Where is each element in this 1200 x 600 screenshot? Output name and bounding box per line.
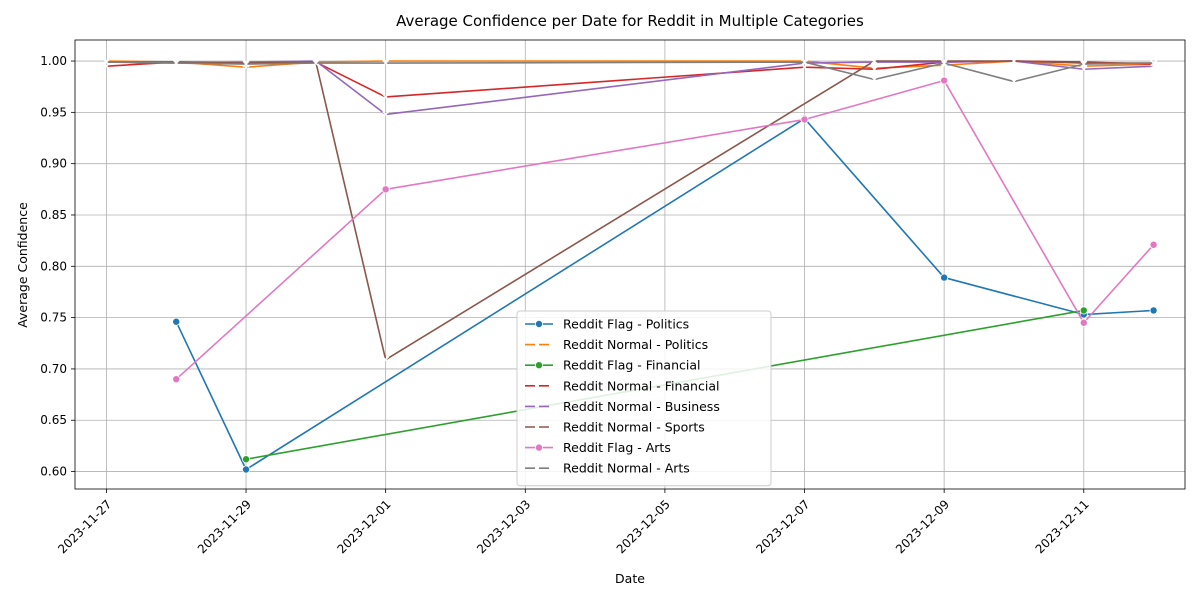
legend-label: Reddit Flag - Arts [563,440,671,455]
x-tick-label: 2023-12-01 [335,497,394,556]
data-point [312,59,320,67]
data-point [172,317,181,326]
data-point [1150,59,1158,67]
data-point [242,59,250,67]
data-point [242,60,250,68]
x-axis-label: Date [615,571,645,586]
plot-frame [74,39,1186,490]
data-point [382,93,390,101]
data-point [1010,78,1018,86]
data-point [1080,65,1088,73]
legend-label: Reddit Flag - Politics [563,317,689,332]
data-point [1149,240,1158,249]
y-tick-label: 0.70 [40,362,67,376]
series-layer [102,57,1158,474]
data-point [800,115,809,124]
x-tick-label: 2023-11-27 [55,497,114,556]
x-tick-label: 2023-12-09 [893,497,952,556]
series-reddit-normal-arts [102,58,1158,86]
x-tick-label: 2023-11-29 [195,497,254,556]
legend-label: Reddit Normal - Politics [563,337,708,352]
data-point [870,64,878,72]
x-tick-label: 2023-12-11 [1033,497,1092,556]
data-point [242,465,251,474]
data-point [1080,60,1088,68]
data-point [1149,306,1158,315]
data-point [102,58,110,66]
y-tick-label: 0.95 [40,105,67,119]
data-point [381,185,390,194]
legend-marker [535,319,544,328]
legend-label: Reddit Normal - Sports [563,420,705,435]
data-point [1079,318,1088,327]
y-tick-label: 0.85 [40,208,67,222]
legend-label: Reddit Normal - Arts [563,461,690,476]
data-point [172,375,181,384]
y-axis-label: Average Confidence [15,202,30,328]
series-line [175,79,1155,380]
legend-label: Reddit Normal - Financial [563,378,719,393]
data-point [1010,57,1018,65]
series-reddit-normal-business [102,57,1158,118]
series-line [106,60,1154,116]
legend-marker [535,443,544,452]
y-tick-label: 0.90 [40,157,67,171]
legend-label: Reddit Normal - Business [563,399,720,414]
data-point [940,273,949,282]
legend: Reddit Flag - Politics Reddit Normal - Po… [516,310,772,487]
series-reddit-flag-arts [172,76,1158,384]
data-point [172,58,180,66]
y-tick-label: 0.75 [40,311,67,325]
data-point [801,58,809,66]
series-line [106,60,1154,361]
legend-box [516,310,772,487]
legend-marker [535,361,544,370]
series-line [106,61,1154,83]
data-point [312,58,320,66]
data-point [172,59,180,67]
data-point [382,59,390,67]
y-tick-label: 0.80 [40,259,67,273]
data-point [940,59,948,67]
data-point [1079,306,1088,315]
data-point [940,76,949,85]
y-tick-label: 1.00 [40,54,67,68]
data-point [870,57,878,65]
chart-title: Average Confidence per Date for Reddit i… [396,12,864,30]
y-tick-label: 0.65 [40,413,67,427]
legend-label: Reddit Flag - Financial [563,358,700,373]
x-tick-label: 2023-12-05 [614,497,673,556]
data-point [870,76,878,84]
data-point [102,57,110,65]
data-point [242,455,251,464]
data-point [382,356,390,364]
y-tick-label: 0.60 [40,465,67,479]
x-tick-label: 2023-12-03 [474,497,533,556]
data-point [870,58,878,66]
series-line [175,117,1154,471]
data-point [870,65,878,73]
x-tick-label: 2023-12-07 [753,497,812,556]
data-point [382,110,390,118]
data-point [801,59,809,67]
